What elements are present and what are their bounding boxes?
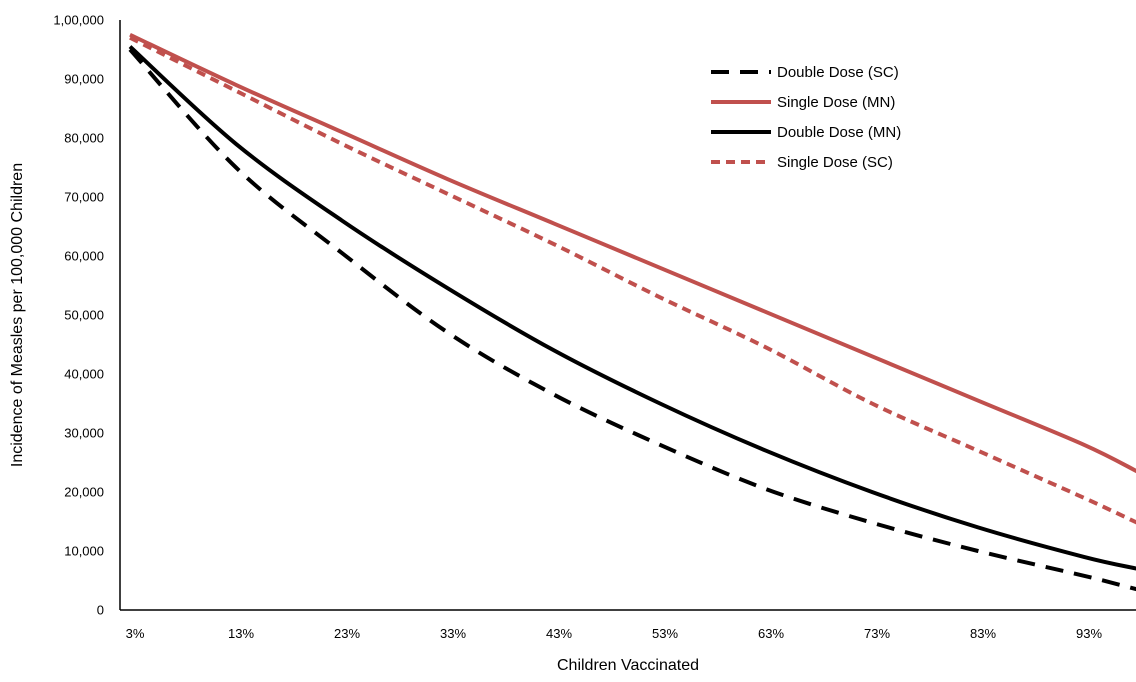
y-tick-label: 40,000 [64,367,104,382]
x-tick-label: 73% [864,626,890,641]
y-tick-label: 0 [97,603,104,618]
x-tick-label: 13% [228,626,254,641]
x-tick-label: 3% [126,626,145,641]
legend-label: Single Dose (SC) [777,154,893,171]
legend-label: Single Dose (MN) [777,94,895,111]
y-tick-label: 70,000 [64,190,104,205]
series-lines [128,32,1136,592]
series-line-single-dose-mn [129,32,1136,474]
legend-label: Double Dose (SC) [777,64,899,81]
y-tick-label: 10,000 [64,544,104,559]
y-tick-label: 60,000 [64,249,104,264]
axes [119,20,1136,611]
y-tick-label: 80,000 [64,131,104,146]
y-tick-label: 30,000 [64,426,104,441]
x-axis-title: Children Vaccinated [557,657,699,674]
x-tick-label: 43% [546,626,572,641]
y-tick-label: 90,000 [64,72,104,87]
y-axis-title: Incidence of Measles per 100,000 Childre… [9,163,26,467]
y-tick-labels: 0 10,000 20,000 30,000 40,000 50,000 60,000 70,… [53,13,104,618]
series-line-double-dose-mn [128,45,1136,571]
y-tick-label: 1,00,000 [53,13,104,28]
series-line-double-dose-sc [128,48,1136,592]
x-tick-label: 23% [334,626,360,641]
x-tick-labels: 3% 13% 23% 33% 43% 53% 63% 73% 83% 93% [126,626,1103,641]
x-tick-label: 83% [970,626,996,641]
y-tick-label: 50,000 [64,308,104,323]
legend-label: Double Dose (MN) [777,124,901,141]
series-line-single-dose-sc [129,35,1136,525]
legend: Double Dose (SC) Single Dose (MN) Double D… [711,64,901,171]
x-tick-label: 33% [440,626,466,641]
x-tick-label: 93% [1076,626,1102,641]
x-tick-label: 53% [652,626,678,641]
y-tick-label: 20,000 [64,485,104,500]
x-tick-label: 63% [758,626,784,641]
